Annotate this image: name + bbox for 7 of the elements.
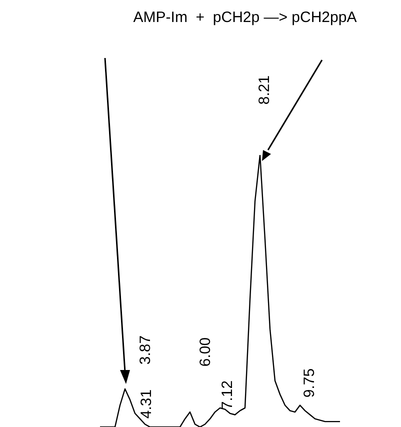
text: 8.21 xyxy=(256,75,274,105)
annotation: 4.31 xyxy=(138,389,156,419)
annotation: 7.12 xyxy=(219,380,236,410)
annotation: 6.00 xyxy=(197,337,214,367)
annotation: 9.75 xyxy=(301,368,318,398)
chart-title: AMP-Im + pCH2p —> pCH2ppA xyxy=(133,9,357,26)
annotation: 3.87 xyxy=(137,335,154,365)
